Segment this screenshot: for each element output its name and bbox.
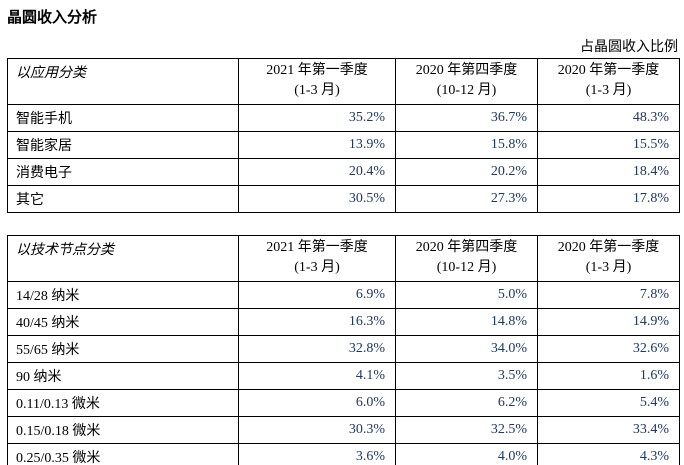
cell-value: 5.0% <box>395 281 538 309</box>
cell-value: 4.3% <box>537 443 680 465</box>
cell-value: 20.4% <box>238 158 396 186</box>
table-row: 智能手机 35.2% 36.7% 48.3% <box>7 104 680 132</box>
cell-value: 4.1% <box>238 362 396 390</box>
column-header-line1: 2021 年第一季度 <box>266 63 368 78</box>
row-label: 0.11/0.13 微米 <box>7 389 239 417</box>
table-row: 40/45 纳米 16.3% 14.8% 14.9% <box>7 308 680 336</box>
column-header-line2: (10-12 月) <box>436 260 497 275</box>
cell-value: 33.4% <box>537 416 680 444</box>
table-by-application-body: 智能手机 35.2% 36.7% 48.3% 智能家居 13.9% 15.8% … <box>7 104 680 213</box>
column-header-line2: (1-3 月) <box>294 260 340 275</box>
cell-value: 48.3% <box>537 104 680 132</box>
table-row: 55/65 纳米 32.8% 34.0% 32.6% <box>7 335 680 363</box>
row-label: 智能手机 <box>7 104 239 132</box>
row-label: 智能家居 <box>7 131 239 159</box>
row-label: 0.25/0.35 微米 <box>7 443 239 465</box>
row-label: 90 纳米 <box>7 362 239 390</box>
cell-value: 14.8% <box>395 308 538 336</box>
table-row: 0.11/0.13 微米 6.0% 6.2% 5.4% <box>7 389 680 417</box>
page-title: 晶圆收入分析 <box>7 9 98 26</box>
column-header-q4-2020: 2020 年第四季度 (10-12 月) <box>395 58 538 105</box>
table-by-application: 以应用分类 2021 年第一季度 (1-3 月) 2020 年第四季度 (10-… <box>7 58 680 213</box>
table-row: 消费电子 20.4% 20.2% 18.4% <box>7 158 680 186</box>
column-header-line2: (10-12 月) <box>436 83 497 98</box>
cell-value: 36.7% <box>395 104 538 132</box>
column-header-line2: (1-3 月) <box>585 83 632 98</box>
row-label: 其它 <box>7 185 239 213</box>
cell-value: 32.8% <box>238 335 396 363</box>
table-row: 0.15/0.18 微米 30.3% 32.5% 33.4% <box>7 416 680 444</box>
table-by-technology-node: 以技术节点分类 2021 年第一季度 (1-3 月) 2020 年第四季度 (1… <box>7 235 680 465</box>
column-header-line1: 2020 年第一季度 <box>557 240 660 255</box>
column-header-line1: 2020 年第一季度 <box>557 63 660 78</box>
column-header-q1-2021: 2021 年第一季度 (1-3 月) <box>238 235 396 282</box>
table-row: 90 纳米 4.1% 3.5% 1.6% <box>7 362 680 390</box>
table-by-application-header: 以应用分类 2021 年第一季度 (1-3 月) 2020 年第四季度 (10-… <box>7 58 680 105</box>
table-row: 其它 30.5% 27.3% 17.8% <box>7 185 680 213</box>
table-by-technology-node-header: 以技术节点分类 2021 年第一季度 (1-3 月) 2020 年第四季度 (1… <box>7 235 680 282</box>
cell-value: 15.5% <box>537 131 680 159</box>
table-row: 0.25/0.35 微米 3.6% 4.0% 4.3% <box>7 443 680 465</box>
cell-value: 3.5% <box>395 362 538 390</box>
column-header-line2: (1-3 月) <box>585 260 632 275</box>
row-label: 55/65 纳米 <box>7 335 239 363</box>
row-label: 14/28 纳米 <box>7 281 239 309</box>
cell-value: 6.9% <box>238 281 396 309</box>
cell-value: 7.8% <box>537 281 680 309</box>
row-label: 40/45 纳米 <box>7 308 239 336</box>
table-row: 智能家居 13.9% 15.8% 15.5% <box>7 131 680 159</box>
column-header-q1-2021: 2021 年第一季度 (1-3 月) <box>238 58 396 105</box>
cell-value: 32.5% <box>395 416 538 444</box>
header-row: 以应用分类 2021 年第一季度 (1-3 月) 2020 年第四季度 (10-… <box>7 58 680 105</box>
column-header-line2: (1-3 月) <box>294 83 340 98</box>
column-header-line1: 2020 年第四季度 <box>415 240 518 255</box>
cell-value: 16.3% <box>238 308 396 336</box>
cell-value: 15.8% <box>395 131 538 159</box>
header-row: 以技术节点分类 2021 年第一季度 (1-3 月) 2020 年第四季度 (1… <box>7 235 680 282</box>
row-label: 消费电子 <box>7 158 239 186</box>
cell-value: 35.2% <box>238 104 396 132</box>
column-header-q4-2020: 2020 年第四季度 (10-12 月) <box>395 235 538 282</box>
table-by-technology-node-body: 14/28 纳米 6.9% 5.0% 7.8% 40/45 纳米 16.3% 1… <box>7 281 680 465</box>
cell-value: 4.0% <box>395 443 538 465</box>
column-header-q1-2020: 2020 年第一季度 (1-3 月) <box>537 235 680 282</box>
column-header-q1-2020: 2020 年第一季度 (1-3 月) <box>537 58 680 105</box>
cell-value: 6.0% <box>238 389 396 417</box>
cell-value: 14.9% <box>537 308 680 336</box>
revenue-share-note: 占晶圆收入比例 <box>580 40 678 55</box>
cell-value: 27.3% <box>395 185 538 213</box>
cell-value: 18.4% <box>537 158 680 186</box>
cell-value: 20.2% <box>395 158 538 186</box>
cell-value: 32.6% <box>537 335 680 363</box>
cell-value: 34.0% <box>395 335 538 363</box>
cell-value: 30.5% <box>238 185 396 213</box>
cell-value: 30.3% <box>238 416 396 444</box>
cell-value: 1.6% <box>537 362 680 390</box>
table-row: 14/28 纳米 6.9% 5.0% 7.8% <box>7 281 680 309</box>
cell-value: 13.9% <box>238 131 396 159</box>
category-header-technode: 以技术节点分类 <box>7 235 239 282</box>
cell-value: 17.8% <box>537 185 680 213</box>
category-header-application: 以应用分类 <box>7 58 239 105</box>
column-header-line1: 2021 年第一季度 <box>266 240 368 255</box>
cell-value: 5.4% <box>537 389 680 417</box>
row-label: 0.15/0.18 微米 <box>7 416 239 444</box>
cell-value: 3.6% <box>238 443 396 465</box>
cell-value: 6.2% <box>395 389 538 417</box>
column-header-line1: 2020 年第四季度 <box>415 63 518 78</box>
